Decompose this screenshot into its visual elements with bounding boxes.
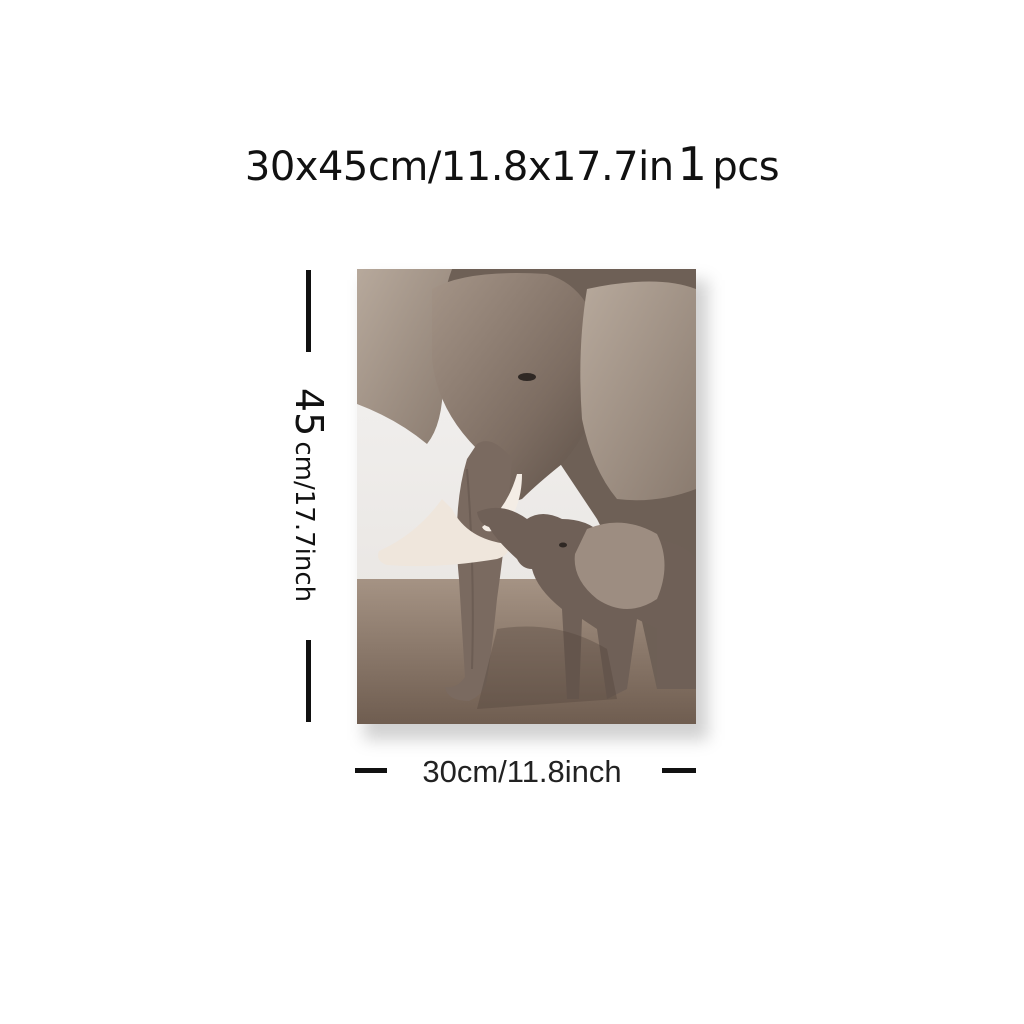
height-value: 45 (287, 387, 331, 437)
height-unit-text: cm/17.7inch (289, 441, 319, 603)
width-dimension-label: 30cm/11.8inch (422, 754, 622, 789)
height-dimension-label: 45 cm/17.7inch (287, 388, 331, 602)
size-heading: 30x45cm/11.8x17.7in1 pcs (0, 140, 1024, 191)
height-dimension-line-top (306, 270, 311, 352)
height-dimension-line-bottom (306, 640, 311, 722)
elephant-canvas-print (357, 269, 696, 724)
elephant-painting (357, 269, 696, 724)
width-dimension-line-right (662, 768, 696, 773)
quantity-unit: pcs (712, 144, 780, 190)
quantity-number: 1 (677, 137, 707, 191)
width-dimension-line-left (355, 768, 387, 773)
size-text: 30x45cm/11.8x17.7in (244, 144, 674, 190)
